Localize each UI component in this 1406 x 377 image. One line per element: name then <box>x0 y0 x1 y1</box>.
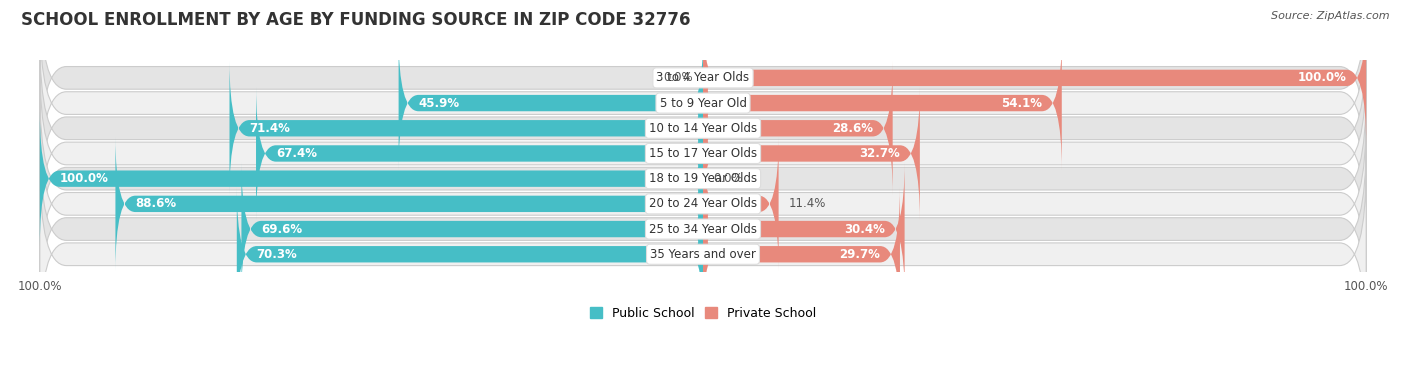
Text: 0.0%: 0.0% <box>713 172 742 185</box>
Text: 35 Years and over: 35 Years and over <box>650 248 756 261</box>
Text: 20 to 24 Year Olds: 20 to 24 Year Olds <box>650 197 756 210</box>
FancyBboxPatch shape <box>703 61 893 196</box>
Text: 29.7%: 29.7% <box>839 248 880 261</box>
Text: 15 to 17 Year Olds: 15 to 17 Year Olds <box>650 147 756 160</box>
FancyBboxPatch shape <box>39 114 1367 293</box>
FancyBboxPatch shape <box>399 36 703 170</box>
FancyBboxPatch shape <box>703 162 904 296</box>
Text: 28.6%: 28.6% <box>832 122 873 135</box>
FancyBboxPatch shape <box>39 0 1367 167</box>
Text: 67.4%: 67.4% <box>276 147 316 160</box>
FancyBboxPatch shape <box>256 86 703 221</box>
Text: 3 to 4 Year Olds: 3 to 4 Year Olds <box>657 71 749 84</box>
Text: 88.6%: 88.6% <box>135 197 176 210</box>
FancyBboxPatch shape <box>39 14 1367 193</box>
FancyBboxPatch shape <box>39 39 1367 218</box>
FancyBboxPatch shape <box>39 111 703 246</box>
Text: 0.0%: 0.0% <box>664 71 693 84</box>
FancyBboxPatch shape <box>236 187 703 322</box>
Text: 100.0%: 100.0% <box>59 172 108 185</box>
Text: 54.1%: 54.1% <box>1001 97 1042 110</box>
Text: 5 to 9 Year Old: 5 to 9 Year Old <box>659 97 747 110</box>
FancyBboxPatch shape <box>703 187 900 322</box>
Text: 71.4%: 71.4% <box>249 122 290 135</box>
Text: 11.4%: 11.4% <box>789 197 825 210</box>
Text: 45.9%: 45.9% <box>419 97 460 110</box>
Text: 30.4%: 30.4% <box>844 222 884 236</box>
Text: 18 to 19 Year Olds: 18 to 19 Year Olds <box>650 172 756 185</box>
Text: 25 to 34 Year Olds: 25 to 34 Year Olds <box>650 222 756 236</box>
FancyBboxPatch shape <box>39 89 1367 268</box>
FancyBboxPatch shape <box>39 139 1367 319</box>
FancyBboxPatch shape <box>703 11 1367 145</box>
FancyBboxPatch shape <box>39 64 1367 243</box>
Text: Source: ZipAtlas.com: Source: ZipAtlas.com <box>1271 11 1389 21</box>
FancyBboxPatch shape <box>39 165 1367 344</box>
Text: 69.6%: 69.6% <box>262 222 302 236</box>
Legend: Public School, Private School: Public School, Private School <box>585 302 821 325</box>
FancyBboxPatch shape <box>229 61 703 196</box>
Text: 70.3%: 70.3% <box>257 248 298 261</box>
FancyBboxPatch shape <box>703 36 1062 170</box>
FancyBboxPatch shape <box>703 86 920 221</box>
Text: 32.7%: 32.7% <box>859 147 900 160</box>
Text: 100.0%: 100.0% <box>1298 71 1347 84</box>
FancyBboxPatch shape <box>242 162 703 296</box>
Text: SCHOOL ENROLLMENT BY AGE BY FUNDING SOURCE IN ZIP CODE 32776: SCHOOL ENROLLMENT BY AGE BY FUNDING SOUR… <box>21 11 690 29</box>
Text: 10 to 14 Year Olds: 10 to 14 Year Olds <box>650 122 756 135</box>
FancyBboxPatch shape <box>703 136 779 271</box>
FancyBboxPatch shape <box>115 136 703 271</box>
